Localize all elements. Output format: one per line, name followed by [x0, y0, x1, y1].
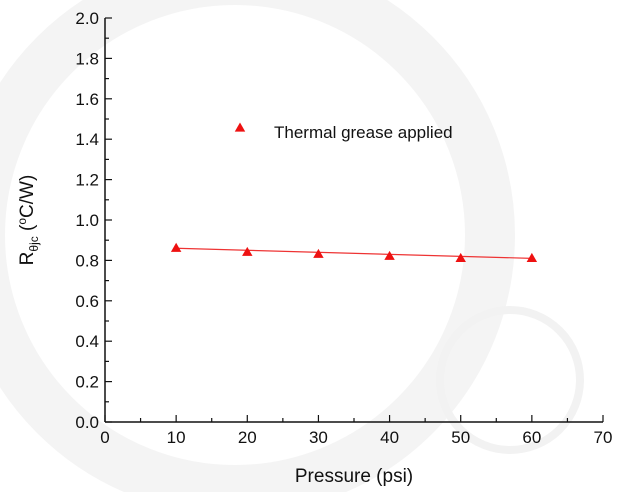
data-point-triangle — [455, 252, 466, 262]
data-point-triangle — [313, 248, 324, 258]
y-tick-label: 0.2 — [75, 373, 99, 392]
x-axis-ticks: 0 10 20 30 40 50 60 70 — [100, 415, 612, 447]
legend-marker — [234, 122, 246, 132]
y-tick-label: 0.6 — [75, 292, 99, 311]
x-tick-label: 10 — [167, 428, 186, 447]
trendline — [176, 247, 532, 259]
data-point-triangle — [170, 242, 182, 252]
x-tick-label: 0 — [100, 428, 109, 447]
data-points — [170, 242, 538, 262]
y-axis-ticks: 0.0 0.2 0.4 0.6 0.8 1.0 1.2 1.4 1.6 1.8 2.0 — [75, 9, 112, 432]
y-axis-title-unit: C/W) — [17, 175, 38, 218]
x-tick-label: 50 — [451, 428, 470, 447]
axes — [104, 18, 603, 423]
y-tick-label: 0.4 — [75, 332, 99, 351]
y-tick-label: 1.0 — [75, 211, 99, 230]
y-axis-title-main: R — [17, 252, 38, 266]
legend: Thermal grease applied — [234, 122, 453, 142]
y-tick-label: 1.6 — [75, 90, 99, 109]
y-tick-label: 0.0 — [75, 413, 99, 432]
y-tick-label: 2.0 — [75, 9, 99, 28]
data-point-triangle — [526, 252, 538, 262]
legend-label: Thermal grease applied — [274, 123, 453, 142]
data-point-triangle — [384, 250, 395, 260]
watermark — [0, 0, 584, 492]
y-axis-title-subscript: θjc — [27, 236, 41, 251]
y-axis-title: Rθjc (oC/W) — [15, 175, 41, 266]
trendline-group — [176, 247, 532, 259]
y-tick-label: 1.2 — [75, 171, 99, 190]
x-tick-label: 30 — [309, 428, 328, 447]
x-tick-label: 20 — [238, 428, 257, 447]
x-tick-label: 70 — [594, 428, 613, 447]
y-tick-label: 1.8 — [75, 49, 99, 68]
y-axis-title-superscript: o — [15, 218, 29, 225]
y-tick-label: 0.8 — [75, 251, 99, 270]
x-axis-title: Pressure (psi) — [295, 466, 413, 487]
data-point-triangle — [242, 246, 253, 256]
x-tick-label: 60 — [522, 428, 541, 447]
x-tick-label: 40 — [380, 428, 399, 447]
y-tick-label: 1.4 — [75, 130, 99, 149]
y-axis-title-open: ( — [17, 224, 38, 236]
